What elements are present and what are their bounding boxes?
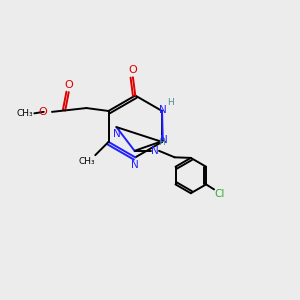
Text: CH₃: CH₃ xyxy=(79,157,95,166)
Text: O: O xyxy=(39,107,48,117)
Text: N: N xyxy=(151,146,158,156)
Text: H: H xyxy=(158,138,164,147)
Text: N: N xyxy=(160,135,167,145)
Text: O: O xyxy=(128,65,137,75)
Text: H: H xyxy=(167,98,174,107)
Text: O: O xyxy=(64,80,73,90)
Text: N: N xyxy=(131,160,139,170)
Text: Cl: Cl xyxy=(214,189,224,199)
Text: CH₃: CH₃ xyxy=(16,109,33,118)
Text: N: N xyxy=(112,129,120,140)
Text: N: N xyxy=(159,105,167,116)
